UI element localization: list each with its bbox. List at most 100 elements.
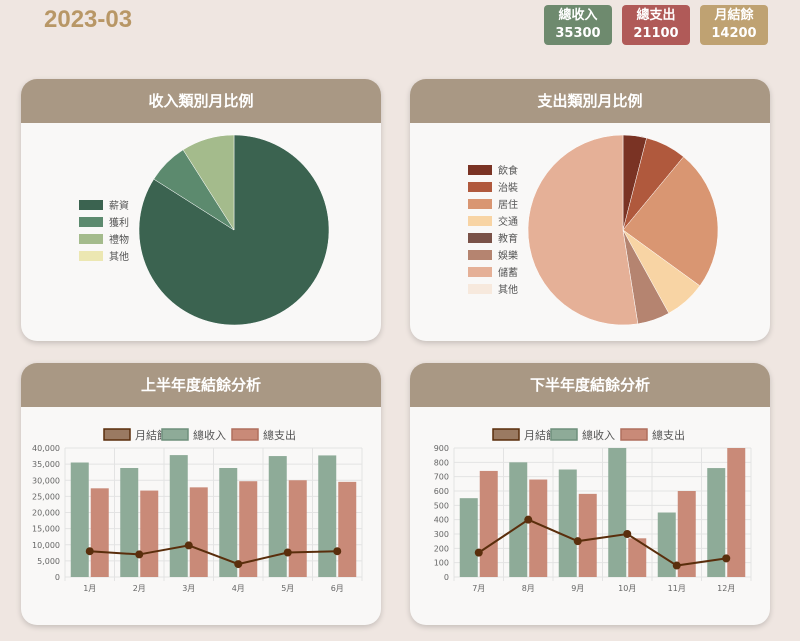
bar-income[interactable]	[459, 498, 478, 577]
pie-slice-3[interactable]	[622, 156, 719, 287]
y-tick-label: 15,000	[32, 525, 60, 534]
balance-line	[89, 544, 338, 566]
total-expense-value: 21100	[633, 26, 679, 41]
bar-expense[interactable]	[189, 487, 208, 577]
y-tick-label: 30,000	[32, 476, 60, 485]
bar-expense[interactable]	[628, 538, 647, 577]
y-tick-label: 100	[434, 559, 449, 568]
bar-expense[interactable]	[529, 479, 548, 577]
legend-label-3: 居住	[498, 198, 518, 211]
total-income-badge: 總收入 35300	[544, 5, 612, 45]
bar-income[interactable]	[268, 456, 287, 577]
balance-point[interactable]	[234, 560, 243, 569]
y-tick-label: 40,000	[32, 444, 60, 453]
legend-swatch-1[interactable]	[103, 428, 131, 441]
x-tick-label: 11月	[668, 584, 686, 593]
legend-swatch-1	[79, 200, 103, 210]
bar-expense[interactable]	[239, 481, 258, 577]
bar-income[interactable]	[608, 448, 627, 577]
monthly-balance-value: 14200	[711, 26, 757, 41]
legend-swatch-7	[468, 267, 492, 277]
bar-expense[interactable]	[338, 481, 357, 577]
legend-swatch-3[interactable]	[231, 428, 259, 441]
legend-swatch-2	[468, 182, 492, 192]
pie-slice-3[interactable]	[182, 134, 235, 231]
legend-label-2: 治裝	[498, 181, 518, 194]
y-tick-label: 400	[434, 516, 449, 525]
legend-label-2[interactable]: 總收入	[582, 428, 615, 442]
balance-point[interactable]	[722, 554, 731, 563]
y-tick-label: 5,000	[37, 557, 60, 566]
bar-income[interactable]	[509, 462, 528, 577]
legend-swatch-4	[79, 251, 103, 261]
balance-point[interactable]	[623, 530, 632, 538]
balance-point[interactable]	[283, 548, 292, 557]
x-tick-label: 5月	[281, 584, 294, 593]
legend-swatch-4	[468, 216, 492, 226]
h2-balance-chart: 900 800 700 600 500 400 300 200 100 0 7月 8月 9月 10月 11月…	[434, 428, 752, 593]
bar-expense[interactable]	[677, 491, 696, 577]
legend-label-1[interactable]: 月結餘	[135, 428, 168, 442]
bar-expense[interactable]	[140, 490, 159, 577]
expense-pie-title: 支出類別月比例	[410, 79, 770, 123]
legend-swatch-3[interactable]	[620, 428, 648, 441]
y-tick-label: 25,000	[32, 492, 60, 501]
legend-swatch-2[interactable]	[550, 428, 578, 441]
y-tick-label: 300	[434, 530, 449, 539]
y-tick-label: 0	[444, 573, 449, 582]
bar-income[interactable]	[120, 467, 139, 577]
bar-income[interactable]	[558, 469, 577, 578]
balance-point[interactable]	[672, 561, 681, 570]
y-tick-label: 10,000	[32, 541, 60, 550]
balance-point[interactable]	[333, 547, 342, 556]
legend-label-3[interactable]: 總支出	[652, 428, 685, 442]
legend-swatch-1	[468, 165, 492, 175]
legend-label-4: 其他	[109, 250, 129, 263]
legend-swatch-3	[79, 234, 103, 244]
balance-point[interactable]	[184, 541, 193, 550]
legend-swatch-6	[468, 250, 492, 260]
legend-swatch-5	[468, 233, 492, 243]
legend-label-3[interactable]: 總支出	[263, 428, 296, 442]
x-tick-label: 8月	[522, 584, 535, 593]
legend-label-1[interactable]: 月結餘	[524, 428, 557, 442]
bar-income[interactable]	[169, 455, 188, 577]
legend-label-2[interactable]: 總收入	[193, 428, 226, 442]
bar-income[interactable]	[70, 462, 89, 577]
legend-label-3: 禮物	[109, 233, 129, 246]
legend-swatch-2	[79, 217, 103, 227]
total-expense-label: 總支出	[636, 8, 676, 23]
h2-balance-title: 下半年度結餘分析	[410, 363, 770, 407]
income-pie-title: 收入類別月比例	[21, 79, 381, 123]
x-tick-label: 12月	[717, 584, 735, 593]
bar-income[interactable]	[657, 512, 676, 578]
y-tick-label: 800	[434, 458, 449, 467]
balance-point[interactable]	[474, 548, 483, 557]
balance-point[interactable]	[573, 537, 582, 546]
legend-label-4: 交通	[498, 215, 518, 228]
legend-swatch-1[interactable]	[492, 428, 520, 441]
h2-balance-card: 下半年度結餘分析 900 800 700 600 500 400 300 200 100 0 7月 8…	[410, 363, 770, 625]
legend-swatch-2[interactable]	[161, 428, 189, 441]
bar-income[interactable]	[707, 468, 726, 577]
total-expense-badge: 總支出 21100	[622, 5, 690, 45]
balance-point[interactable]	[524, 515, 533, 524]
y-tick-label: 900	[434, 444, 449, 453]
expense-pie-card: 支出類別月比例 飲食 治裝 居住 交通 教育 娛樂 儲蓄 其他	[410, 79, 770, 341]
bar-expense[interactable]	[578, 493, 597, 577]
balance-line	[478, 518, 727, 567]
y-tick-label: 35,000	[32, 460, 60, 469]
bar-expense[interactable]	[288, 480, 307, 577]
balance-point[interactable]	[85, 547, 94, 556]
balance-point[interactable]	[135, 550, 144, 559]
pie-slice-7[interactable]	[527, 134, 639, 326]
bar-income[interactable]	[219, 467, 238, 577]
monthly-balance-badge: 月結餘 14200	[700, 5, 768, 45]
bar-expense[interactable]	[727, 448, 746, 577]
legend-label-8: 其他	[498, 283, 518, 296]
bar-expense[interactable]	[479, 470, 498, 577]
bar-expense[interactable]	[90, 488, 109, 577]
bar-income[interactable]	[318, 455, 337, 577]
